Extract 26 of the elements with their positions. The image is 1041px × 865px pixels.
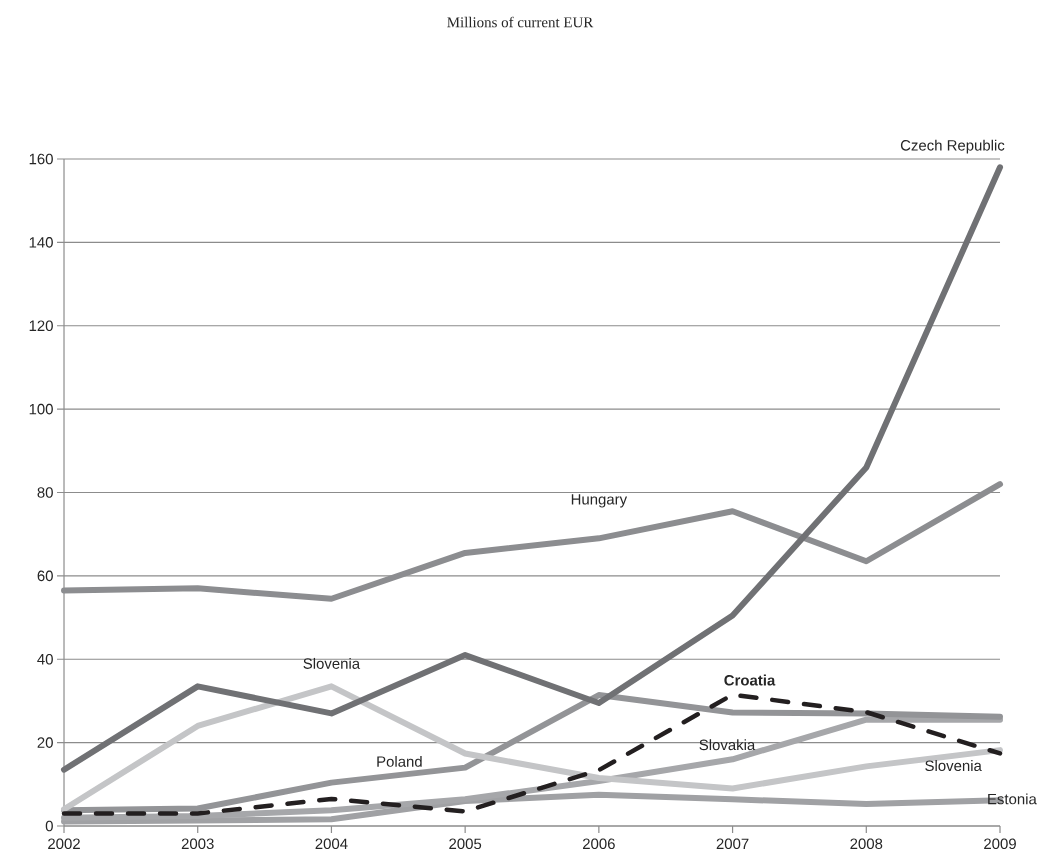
series-label: Slovenia xyxy=(303,657,361,669)
x-tick-label: 2006 xyxy=(582,838,615,850)
y-tick-label: 20 xyxy=(37,737,53,748)
series-label: Estonia xyxy=(988,793,1037,805)
y-tick-label: 120 xyxy=(29,320,53,332)
series-label: Croatia xyxy=(724,674,776,686)
y-tick-label: 0 xyxy=(45,820,53,832)
y-tick-label: 160 xyxy=(29,153,53,165)
x-tick-label: 2007 xyxy=(716,838,749,850)
x-tick-label: 2003 xyxy=(181,838,214,850)
y-tick-label: 100 xyxy=(29,403,53,415)
y-tick-label: 140 xyxy=(29,237,53,248)
series-label: Poland xyxy=(377,755,422,767)
y-tick-label: 40 xyxy=(37,653,53,665)
series-label: Hungary xyxy=(571,494,628,508)
series-label: Czech Republic xyxy=(900,139,1005,154)
chart-title: Millions of current EUR xyxy=(447,16,594,28)
y-tick-label: 80 xyxy=(37,487,53,498)
x-tick-label: 2008 xyxy=(850,838,883,850)
x-tick-label: 2004 xyxy=(315,838,348,850)
y-tick-label: 60 xyxy=(37,570,53,582)
annotation: Slovenia xyxy=(925,760,982,772)
series-label: Slovakia xyxy=(699,739,756,751)
x-tick-label: 2002 xyxy=(48,838,80,850)
x-tick-label: 2009 xyxy=(984,838,1016,850)
x-tick-label: 2005 xyxy=(449,838,482,850)
